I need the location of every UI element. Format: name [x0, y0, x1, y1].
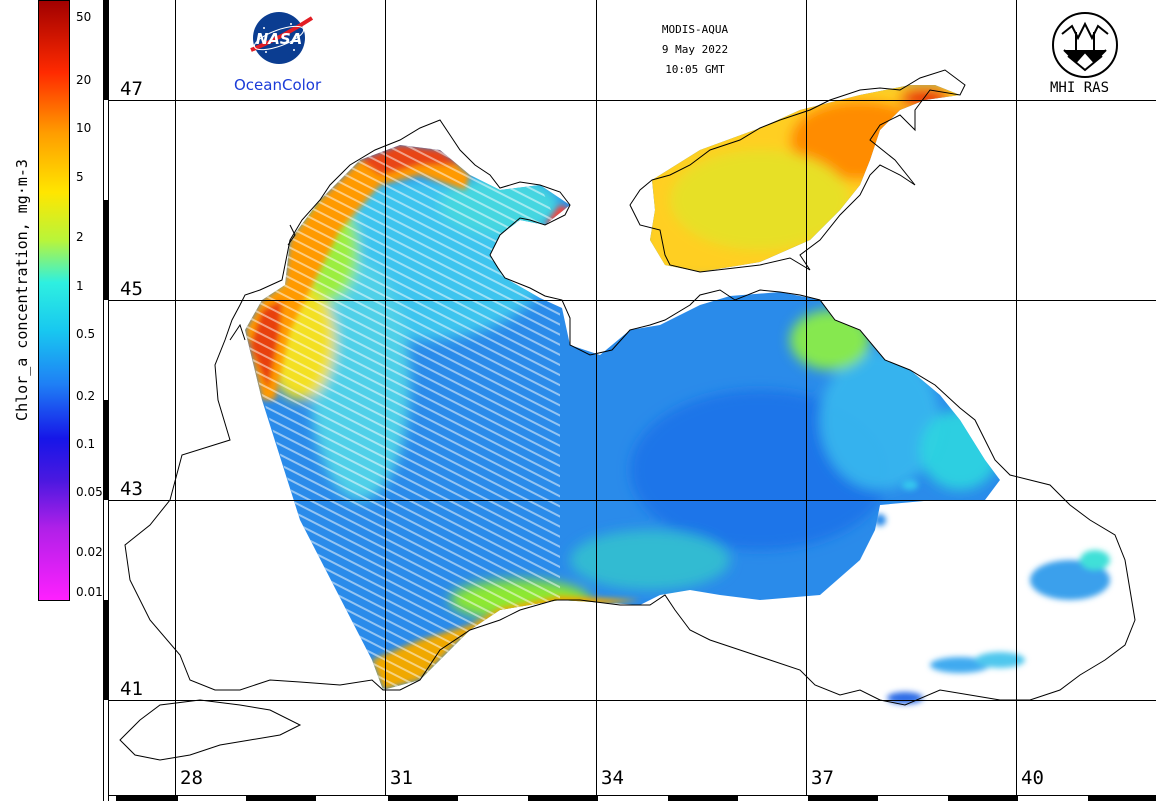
- time-label: 10:05 GMT: [665, 63, 725, 76]
- lon-label-37: 37: [809, 767, 836, 789]
- lat-label-43: 43: [118, 478, 145, 500]
- colorbar-tick-label: 1: [76, 279, 84, 293]
- lon-label-34: 34: [599, 767, 626, 789]
- lon-label-31: 31: [388, 767, 415, 789]
- colorbar-tick-label: 0.01: [76, 585, 103, 599]
- colorbar-tick-label: 50: [76, 10, 92, 24]
- colorbar-tick-label: 20: [76, 73, 92, 87]
- colorbar-tick-label: 0.5: [76, 327, 96, 341]
- colorbar-tick-label: 0.1: [76, 437, 96, 451]
- mhi-ras-label: MHI RAS: [1050, 80, 1110, 96]
- date-label: 9 May 2022: [661, 43, 729, 56]
- cloud-gap-patches: [874, 480, 1110, 704]
- nasa-logo: NASA: [250, 12, 314, 64]
- graticule: [108, 0, 1156, 796]
- lon-label-28: 28: [178, 767, 205, 789]
- sensor-label: MODIS-AQUA: [661, 23, 729, 36]
- colorbar-tick-label: 0.05: [76, 485, 103, 499]
- oceancolor-label: OceanColor: [234, 76, 322, 94]
- chlorophyll-field: [245, 85, 1000, 690]
- colorbar-tick-label: 10: [76, 121, 92, 135]
- header-info: MODIS-AQUA 9 May 2022 10:05 GMT: [620, 20, 770, 80]
- colorbar-tick-label: 0.2: [76, 389, 96, 403]
- mhi-logo: [1052, 12, 1118, 78]
- lat-label-47: 47: [118, 78, 145, 100]
- colorbar-tick-label: 5: [76, 170, 84, 184]
- colorbar-tick-label: 2: [76, 230, 84, 244]
- colorbar-tick-label: 0.02: [76, 545, 103, 559]
- nasa-wordmark: NASA: [256, 30, 303, 48]
- lon-label-40: 40: [1019, 767, 1046, 789]
- lat-label-45: 45: [118, 278, 145, 300]
- lat-label-41: 41: [118, 678, 145, 700]
- colorbar: [38, 0, 70, 601]
